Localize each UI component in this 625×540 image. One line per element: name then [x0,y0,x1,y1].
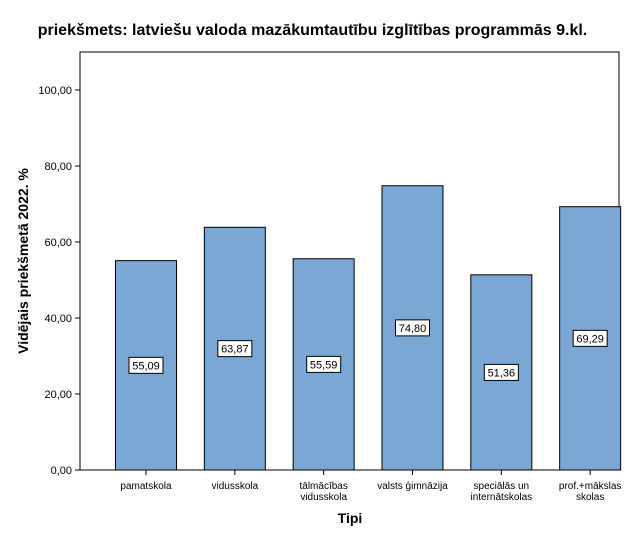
data-label: 55,09 [132,360,160,372]
y-axis: 0,00 20,00 40,00 60,00 80,00 100,00 [38,85,80,477]
y-axis-title: Vidējais priekšmetā 2022. % [15,168,31,354]
bars: 55,09 63,87 55,59 74,80 51,36 69,29 [115,185,622,471]
x-tick-label: speciālās un internātskolas [470,481,532,503]
y-tick-label: 80,00 [44,161,72,173]
x-tick-label: valsts ģimnāzija [377,479,448,492]
y-tick-label: 60,00 [44,237,72,249]
data-label-box [483,363,519,381]
data-label-box [572,329,608,347]
y-tick-label: 40,00 [44,313,72,325]
x-tick-label: vidusskola [211,481,258,492]
data-label: 55,59 [310,359,338,371]
y-tick-label: 20,00 [44,389,72,401]
data-label: 69,29 [576,333,604,345]
data-label: 63,87 [221,344,249,356]
chart-title: priekšmets: latviešu valoda mazākumtautī… [37,22,588,39]
x-axis: pamatskola vidusskola tālmācības vidusskola… [120,470,621,503]
x-tick-label: prof.+mākslas skolas [559,481,622,503]
x-tick-label: pamatskola [120,481,172,492]
data-label-box [306,355,342,373]
x-axis-title: Tipi [338,510,363,526]
data-label-box [217,340,253,358]
y-tick-label: 100,00 [38,85,72,97]
data-label: 74,80 [399,323,427,335]
y-tick-label: 0,00 [51,465,72,477]
data-label-box [395,319,430,337]
data-label-box [128,356,164,374]
data-label: 51,36 [488,367,516,379]
x-tick-label: tālmācības vidusskola [299,481,347,503]
